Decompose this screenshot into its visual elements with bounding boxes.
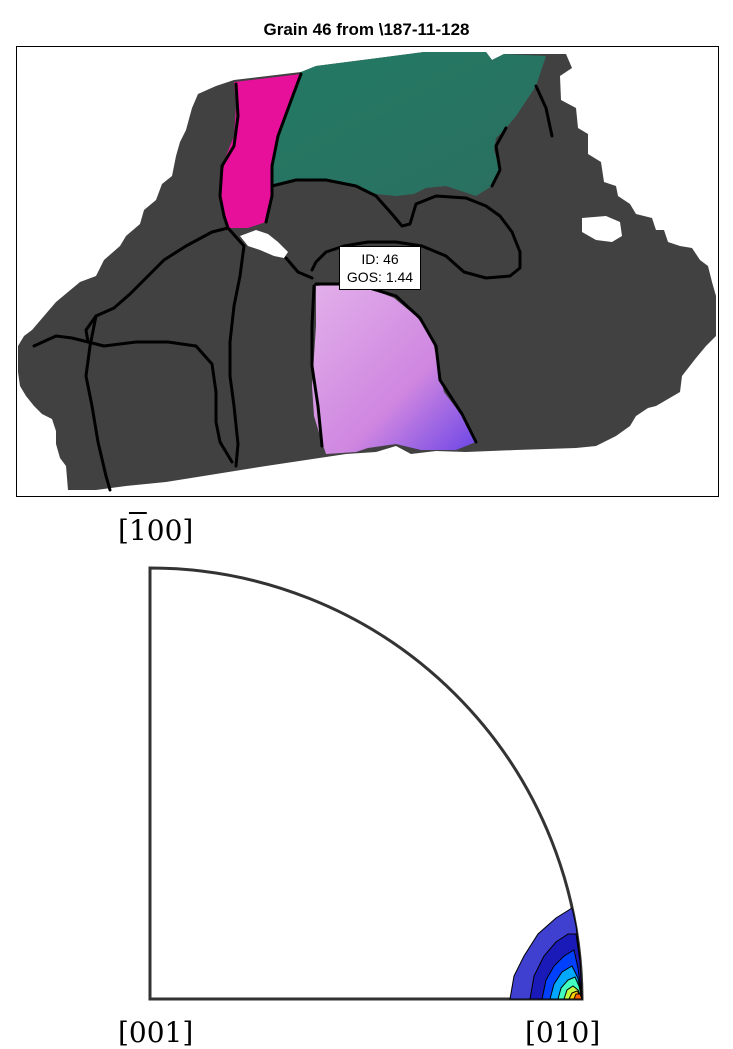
lilac-grain <box>312 284 476 454</box>
grain-id-label: ID: 46 <box>361 251 399 267</box>
direction-label-bottom-right: [010] <box>525 1016 601 1049</box>
magenta-grain <box>220 74 301 228</box>
hole-right <box>582 216 622 242</box>
hole-left <box>240 230 288 258</box>
grain-boundaries <box>32 72 554 492</box>
grain-label-box: ID: 46 GOS: 1.44 <box>339 246 421 290</box>
ipf-outline <box>148 566 584 1001</box>
grain-gos-label: GOS: 1.44 <box>346 269 414 285</box>
density-contours <box>509 907 583 1000</box>
contour-8 <box>573 993 583 1000</box>
teal-grain <box>272 52 546 196</box>
figure-title: Grain 46 from \187-11-128 <box>263 20 470 39</box>
direction-label-top: [100] <box>118 514 194 547</box>
inverse-pole-figure <box>148 566 584 1001</box>
direction-label-bottom-left: [001] <box>118 1016 194 1049</box>
